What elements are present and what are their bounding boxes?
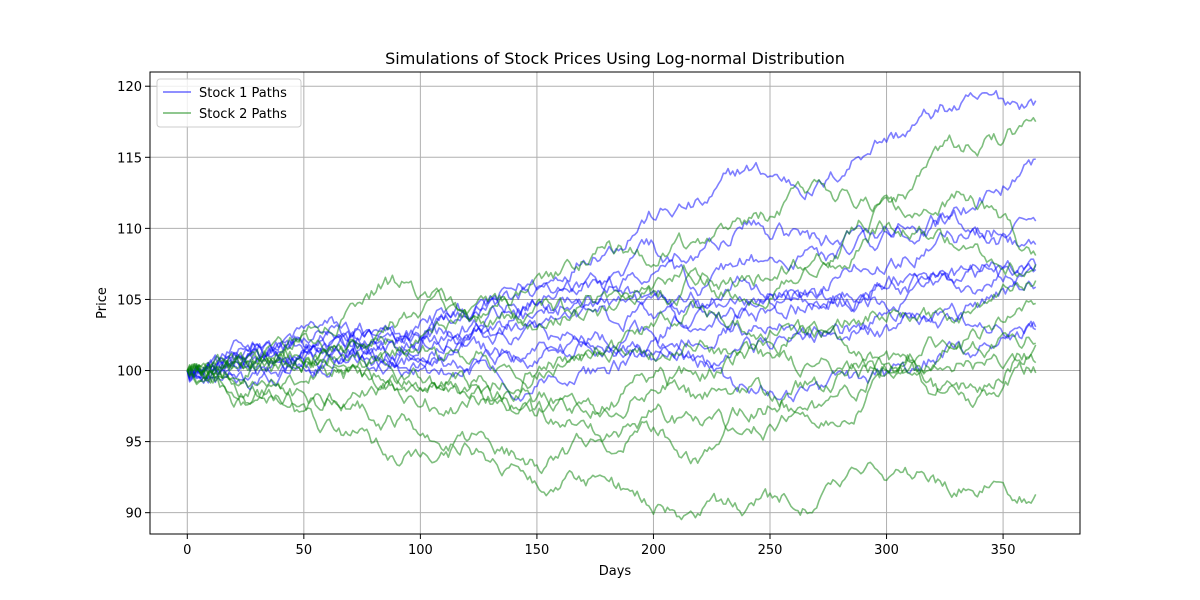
stock-2-path — [186, 363, 1037, 521]
x-axis-label: Days — [599, 564, 632, 579]
legend-label: Stock 2 Paths — [199, 107, 287, 122]
stock-1-path — [186, 280, 1037, 377]
stock-2-path — [186, 280, 1037, 384]
x-tick-label: 300 — [874, 543, 899, 558]
y-tick-label: 95 — [125, 436, 142, 451]
stock-1-path — [186, 321, 1037, 403]
y-tick-label: 90 — [125, 507, 142, 522]
axis-ticks: 0 50 100 150 200 250 300 350 90 95 100 105 110 115 120 — [117, 80, 1015, 558]
y-tick-label: 120 — [117, 80, 142, 95]
stock-1-path — [186, 261, 1037, 381]
legend-label: Stock 1 Paths — [199, 86, 287, 101]
y-tick-label: 100 — [117, 365, 142, 380]
x-tick-label: 50 — [296, 543, 313, 558]
stock-1-path — [187, 260, 1037, 384]
x-tick-label: 200 — [641, 543, 666, 558]
series-lines — [186, 89, 1037, 521]
stock-2-path — [186, 220, 1037, 387]
x-tick-label: 250 — [758, 543, 783, 558]
legend: Stock 1 Paths Stock 2 Paths — [156, 78, 302, 128]
chart-title: Simulations of Stock Prices Using Log-no… — [385, 49, 845, 68]
stock-2-path — [186, 190, 1037, 386]
plot-frame — [149, 71, 1081, 535]
stock-2-path — [187, 332, 1036, 420]
stock-2-path — [186, 350, 1037, 443]
x-tick-label: 350 — [991, 543, 1016, 558]
legend-box — [156, 78, 302, 128]
y-tick-label: 115 — [117, 151, 142, 166]
y-tick-label: 110 — [117, 222, 142, 237]
y-axis-label: Price — [95, 287, 110, 319]
x-tick-label: 150 — [525, 543, 550, 558]
stock-2-path — [186, 353, 1037, 429]
x-tick-label: 100 — [408, 543, 433, 558]
x-tick-label: 0 — [183, 543, 191, 558]
stock-2-path — [186, 344, 1037, 475]
stock-2-path — [186, 299, 1037, 395]
y-tick-label: 105 — [117, 293, 142, 308]
